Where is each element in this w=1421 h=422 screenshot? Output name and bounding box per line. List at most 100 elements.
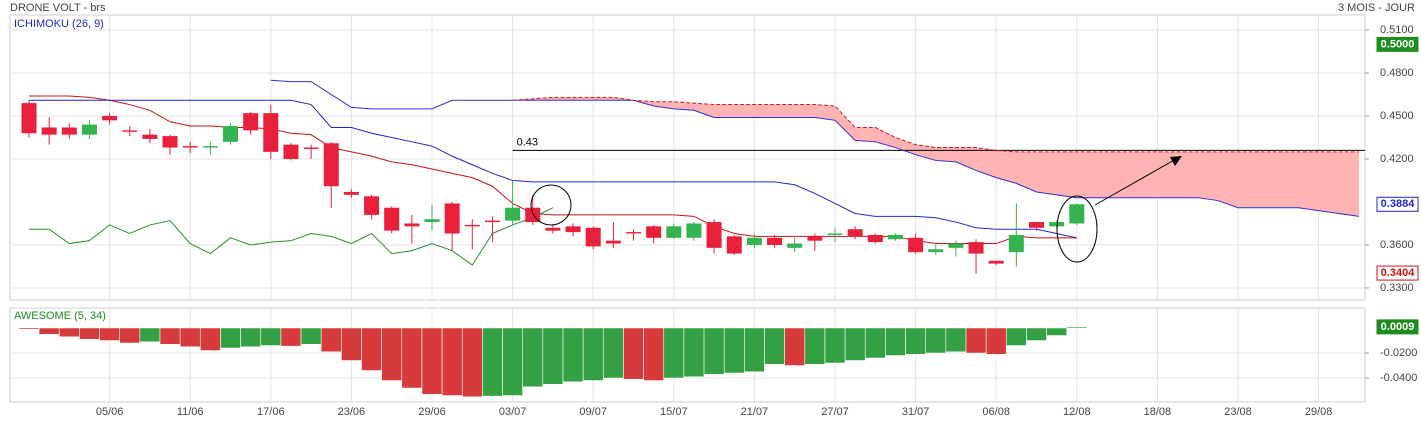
indicator-line [512,96,1359,153]
ao-bar [703,327,725,375]
candle-body [1008,234,1024,253]
candle-body [988,260,1004,264]
indicator-line [270,79,1359,217]
ichimoku-label: ICHIMOKU (26, 9) [14,18,104,30]
candle-body [323,143,339,187]
candle-body [21,103,37,134]
candle-body [565,226,581,233]
candle-body [263,113,279,152]
x-tick-label: 05/06 [96,406,124,418]
candle-body [686,223,702,238]
ao-bar [985,327,1007,355]
ao-bar [865,327,886,359]
candle-body [243,113,259,131]
candle-body [303,147,319,149]
candle-body [424,219,440,223]
candle-body [767,237,783,245]
ao-bar [965,327,987,354]
price-tag [1376,319,1419,335]
candle-body [908,237,924,253]
ao-bar [361,327,382,371]
candle-body [948,243,964,248]
candle-body [484,220,500,223]
y-tick-label: 0.3600 [1380,239,1414,251]
candle-body [202,146,218,148]
chart-subtitle: 3 MOIS - JOUR [1338,2,1415,14]
y-tick-label: 0.5100 [1380,24,1414,36]
x-tick-label: 18/08 [1144,406,1172,418]
ao-bar [341,327,362,361]
ao-bar [220,327,241,349]
candle-body [182,146,198,148]
arrow-head [1170,156,1182,166]
ao-bar [321,327,342,352]
ao-bar [200,327,221,351]
ao-bar [683,327,705,377]
ao-bar [79,327,100,340]
ao-bar [99,327,120,341]
ao-bar [1006,327,1027,346]
ichimoku-cloud [512,97,1359,217]
candle-body [626,232,641,234]
annotation-ellipse [1056,195,1098,263]
candle-body [787,243,803,248]
candle-body [1029,222,1044,228]
candle-body [384,207,400,231]
candle-body [223,126,238,142]
candle-body [364,196,380,215]
ao-bar [18,327,40,330]
candle-body [545,227,561,231]
candle-body [1069,204,1085,224]
annotation-circle [530,184,572,226]
ao-bar [663,327,685,379]
candle-body [968,242,984,254]
candle-body [102,116,118,121]
annotation-arrow [1094,158,1177,206]
ao-bar [38,327,60,335]
candle-body [444,203,460,234]
y-tick-label: -0.0200 [1380,347,1417,359]
ao-bar [824,327,846,364]
candle-body [81,124,97,135]
y-tick-label: -0.0400 [1380,372,1417,384]
candle-body [122,130,138,132]
x-tick-label: 21/07 [741,406,769,418]
candle-body [605,240,621,244]
x-tick-label: 29/08 [1305,406,1333,418]
candle-body [1049,222,1065,227]
x-tick-label: 23/06 [338,406,366,418]
ao-bar [764,327,785,365]
price-tag-label: 0.0009 [1381,321,1415,333]
x-tick-label: 29/06 [418,406,446,418]
candle-body [142,134,158,139]
price-tag-label: 0.3884 [1381,198,1416,210]
candle-body [807,236,823,241]
candle-body [706,222,722,248]
candle-body [61,127,77,135]
ao-bar [1066,326,1088,329]
ao-bar [844,327,866,361]
candle-body [283,144,299,160]
ao-bar [139,327,161,342]
y-tick-label: 0.4200 [1380,153,1414,165]
candle-body [726,236,742,254]
price-tag [1376,36,1419,52]
ao-bar [260,327,282,346]
ao-bar [724,327,745,374]
ao-bar [381,327,402,381]
ao-bar [59,327,80,337]
x-tick-label: 17/06 [257,406,285,418]
ao-bar [603,327,624,379]
candle-body [646,226,662,238]
price-tag-label: 0.3404 [1381,267,1416,279]
ao-bar [905,327,926,355]
ao-bar [562,327,584,382]
candle-body [505,207,521,221]
ao-bar [925,327,946,354]
price-tag-label: 0.5000 [1381,38,1415,50]
ao-bar [441,327,463,396]
chart-title: DRONE VOLT - brs [10,2,106,14]
x-tick-label: 27/07 [821,406,849,418]
ao-bar [159,327,181,345]
